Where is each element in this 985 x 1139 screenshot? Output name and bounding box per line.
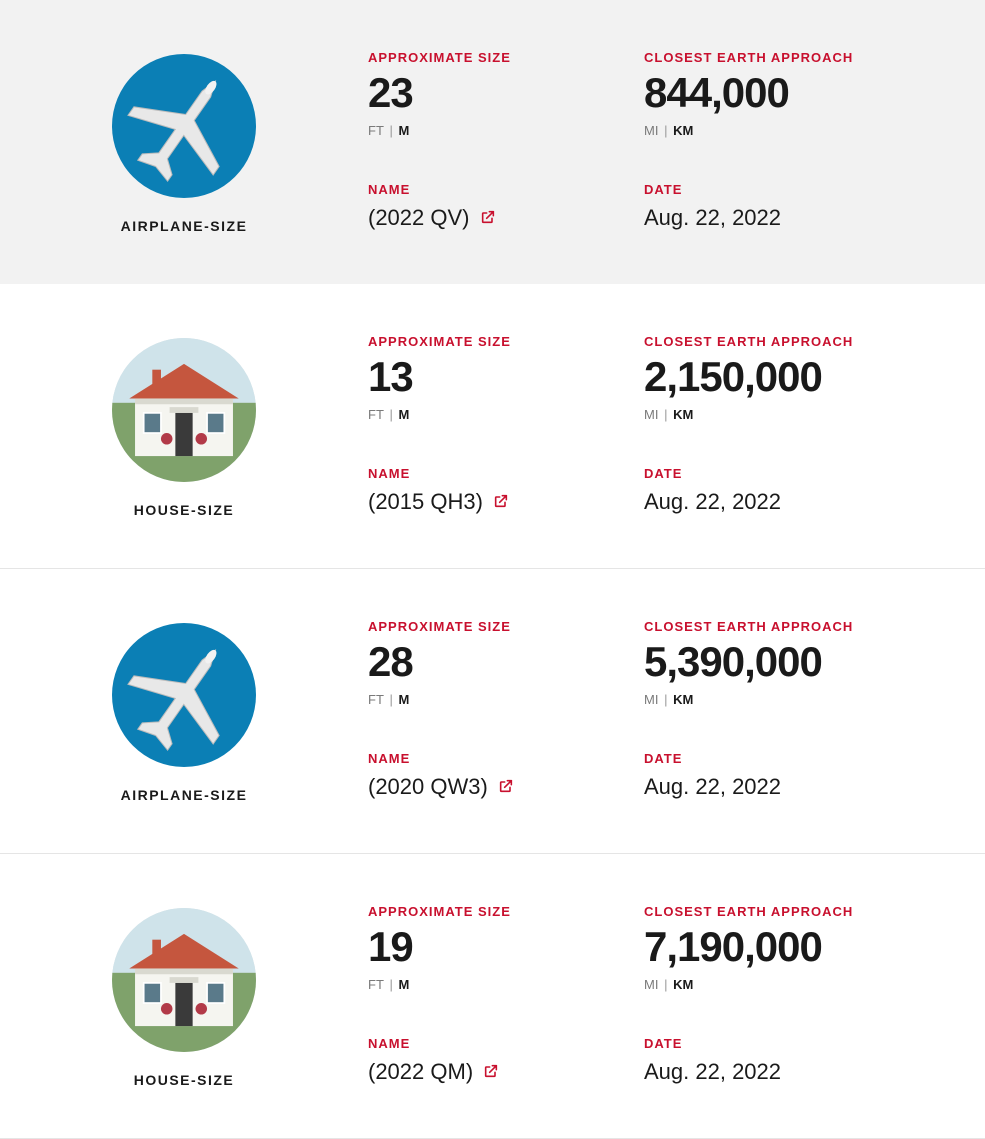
distance-unit-toggle[interactable]: MI | KM — [644, 977, 920, 992]
date-label: DATE — [644, 1036, 920, 1051]
approach-value: 844,000 — [644, 71, 920, 115]
size-value: 19 — [368, 925, 644, 969]
size-name-column: APPROXIMATE SIZE 28 FT | M NAME (2020 QW… — [368, 619, 644, 803]
closest-approach-label: CLOSEST EARTH APPROACH — [644, 50, 920, 65]
date-label: DATE — [644, 466, 920, 481]
asteroid-row: AIRPLANE-SIZE APPROXIMATE SIZE 28 FT | M… — [0, 569, 985, 854]
unit-mi[interactable]: MI — [644, 407, 658, 422]
external-link-icon[interactable] — [493, 493, 509, 509]
unit-separator: | — [390, 977, 393, 992]
house-icon — [112, 908, 256, 1052]
size-category-label: HOUSE-SIZE — [134, 502, 235, 518]
name-label: NAME — [368, 466, 644, 481]
approximate-size-label: APPROXIMATE SIZE — [368, 50, 644, 65]
unit-km[interactable]: KM — [673, 407, 693, 422]
external-link-icon[interactable] — [483, 1063, 499, 1079]
approach-value: 7,190,000 — [644, 925, 920, 969]
unit-mi[interactable]: MI — [644, 123, 658, 138]
unit-separator: | — [390, 692, 393, 707]
approach-date-column: CLOSEST EARTH APPROACH 2,150,000 MI | KM… — [644, 334, 920, 518]
approximate-size-label: APPROXIMATE SIZE — [368, 334, 644, 349]
distance-unit-toggle[interactable]: MI | KM — [644, 123, 920, 138]
date-label: DATE — [644, 182, 920, 197]
asteroid-row: AIRPLANE-SIZE APPROXIMATE SIZE 23 FT | M… — [0, 0, 985, 284]
closest-approach-label: CLOSEST EARTH APPROACH — [644, 334, 920, 349]
closest-approach-label: CLOSEST EARTH APPROACH — [644, 619, 920, 634]
asteroid-name: (2015 QH3) — [368, 489, 483, 515]
unit-ft[interactable]: FT — [368, 977, 384, 992]
distance-unit-toggle[interactable]: MI | KM — [644, 692, 920, 707]
unit-separator: | — [664, 123, 667, 138]
approach-date: Aug. 22, 2022 — [644, 774, 920, 800]
approach-date-column: CLOSEST EARTH APPROACH 844,000 MI | KM D… — [644, 50, 920, 234]
asteroid-name: (2022 QM) — [368, 1059, 473, 1085]
airplane-size-icon — [112, 623, 256, 767]
approach-value: 5,390,000 — [644, 640, 920, 684]
asteroid-name: (2020 QW3) — [368, 774, 488, 800]
external-link-icon[interactable] — [480, 209, 496, 225]
unit-km[interactable]: KM — [673, 123, 693, 138]
unit-separator: | — [390, 407, 393, 422]
unit-km[interactable]: KM — [673, 977, 693, 992]
unit-km[interactable]: KM — [673, 692, 693, 707]
size-comparison-column: AIRPLANE-SIZE — [0, 619, 368, 803]
approach-value: 2,150,000 — [644, 355, 920, 399]
unit-separator: | — [390, 123, 393, 138]
house-size-icon — [112, 338, 256, 482]
approach-date-column: CLOSEST EARTH APPROACH 7,190,000 MI | KM… — [644, 904, 920, 1088]
date-label: DATE — [644, 751, 920, 766]
approximate-size-label: APPROXIMATE SIZE — [368, 619, 644, 634]
asteroid-name: (2022 QV) — [368, 205, 470, 231]
unit-separator: | — [664, 692, 667, 707]
size-comparison-column: HOUSE-SIZE — [0, 904, 368, 1088]
unit-m[interactable]: M — [399, 123, 410, 138]
unit-separator: | — [664, 977, 667, 992]
size-name-column: APPROXIMATE SIZE 19 FT | M NAME (2022 QM… — [368, 904, 644, 1088]
unit-mi[interactable]: MI — [644, 692, 658, 707]
house-size-icon — [112, 908, 256, 1052]
unit-ft[interactable]: FT — [368, 692, 384, 707]
size-value: 23 — [368, 71, 644, 115]
house-icon — [112, 338, 256, 482]
size-comparison-column: AIRPLANE-SIZE — [0, 50, 368, 234]
airplane-icon — [119, 61, 249, 191]
asteroid-row: HOUSE-SIZE APPROXIMATE SIZE 13 FT | M NA… — [0, 284, 985, 569]
approach-date: Aug. 22, 2022 — [644, 205, 920, 231]
unit-mi[interactable]: MI — [644, 977, 658, 992]
size-name-column: APPROXIMATE SIZE 23 FT | M NAME (2022 QV… — [368, 50, 644, 234]
size-category-label: AIRPLANE-SIZE — [121, 787, 248, 803]
size-unit-toggle[interactable]: FT | M — [368, 123, 644, 138]
asteroid-list: AIRPLANE-SIZE APPROXIMATE SIZE 23 FT | M… — [0, 0, 985, 1139]
size-value: 28 — [368, 640, 644, 684]
asteroid-row: HOUSE-SIZE APPROXIMATE SIZE 19 FT | M NA… — [0, 854, 985, 1139]
airplane-size-icon — [112, 54, 256, 198]
size-name-column: APPROXIMATE SIZE 13 FT | M NAME (2015 QH… — [368, 334, 644, 518]
size-comparison-column: HOUSE-SIZE — [0, 334, 368, 518]
closest-approach-label: CLOSEST EARTH APPROACH — [644, 904, 920, 919]
name-label: NAME — [368, 182, 644, 197]
distance-unit-toggle[interactable]: MI | KM — [644, 407, 920, 422]
unit-m[interactable]: M — [399, 407, 410, 422]
approach-date: Aug. 22, 2022 — [644, 1059, 920, 1085]
size-category-label: HOUSE-SIZE — [134, 1072, 235, 1088]
approximate-size-label: APPROXIMATE SIZE — [368, 904, 644, 919]
size-unit-toggle[interactable]: FT | M — [368, 692, 644, 707]
unit-ft[interactable]: FT — [368, 123, 384, 138]
unit-m[interactable]: M — [399, 692, 410, 707]
unit-m[interactable]: M — [399, 977, 410, 992]
unit-ft[interactable]: FT — [368, 407, 384, 422]
external-link-icon[interactable] — [498, 778, 514, 794]
size-unit-toggle[interactable]: FT | M — [368, 977, 644, 992]
size-unit-toggle[interactable]: FT | M — [368, 407, 644, 422]
size-category-label: AIRPLANE-SIZE — [121, 218, 248, 234]
approach-date: Aug. 22, 2022 — [644, 489, 920, 515]
airplane-icon — [119, 630, 249, 760]
name-label: NAME — [368, 751, 644, 766]
unit-separator: | — [664, 407, 667, 422]
name-label: NAME — [368, 1036, 644, 1051]
size-value: 13 — [368, 355, 644, 399]
approach-date-column: CLOSEST EARTH APPROACH 5,390,000 MI | KM… — [644, 619, 920, 803]
